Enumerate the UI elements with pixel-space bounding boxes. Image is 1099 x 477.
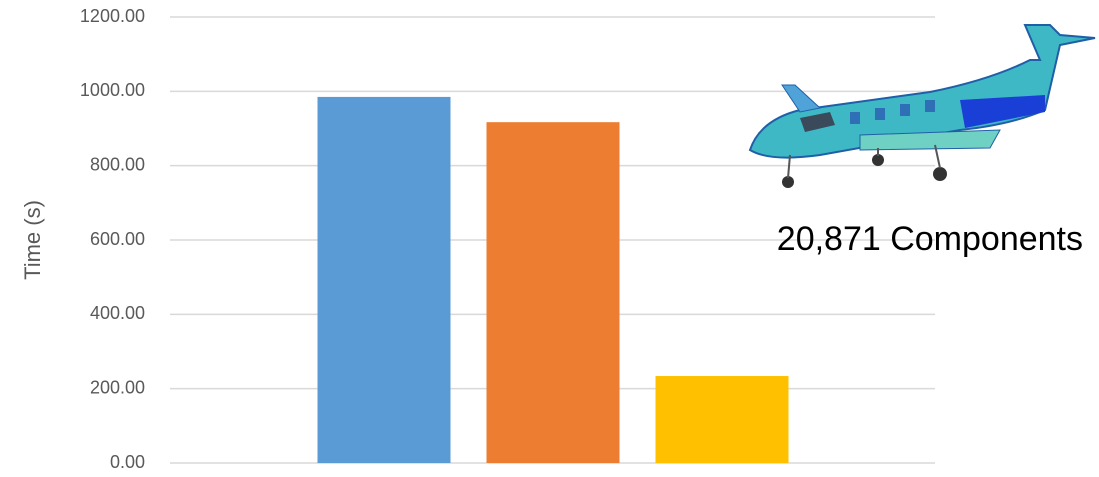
- y-axis-title: Time (s): [20, 200, 45, 280]
- y-tick-label: 600.00: [90, 229, 145, 249]
- y-tick-label: 800.00: [90, 154, 145, 174]
- y-tick-label: 0.00: [110, 452, 145, 472]
- bar: [486, 122, 620, 463]
- y-tick-label: 200.00: [90, 377, 145, 397]
- bar: [317, 96, 451, 464]
- y-tick-label: 1200.00: [80, 6, 145, 26]
- y-tick-label: 400.00: [90, 303, 145, 323]
- annotation: 20,871 Components: [777, 220, 1083, 258]
- bars: [317, 96, 789, 464]
- y-tick-label: 1000.00: [80, 80, 145, 100]
- bar: [655, 376, 789, 463]
- airplane-illustration: [748, 24, 1096, 188]
